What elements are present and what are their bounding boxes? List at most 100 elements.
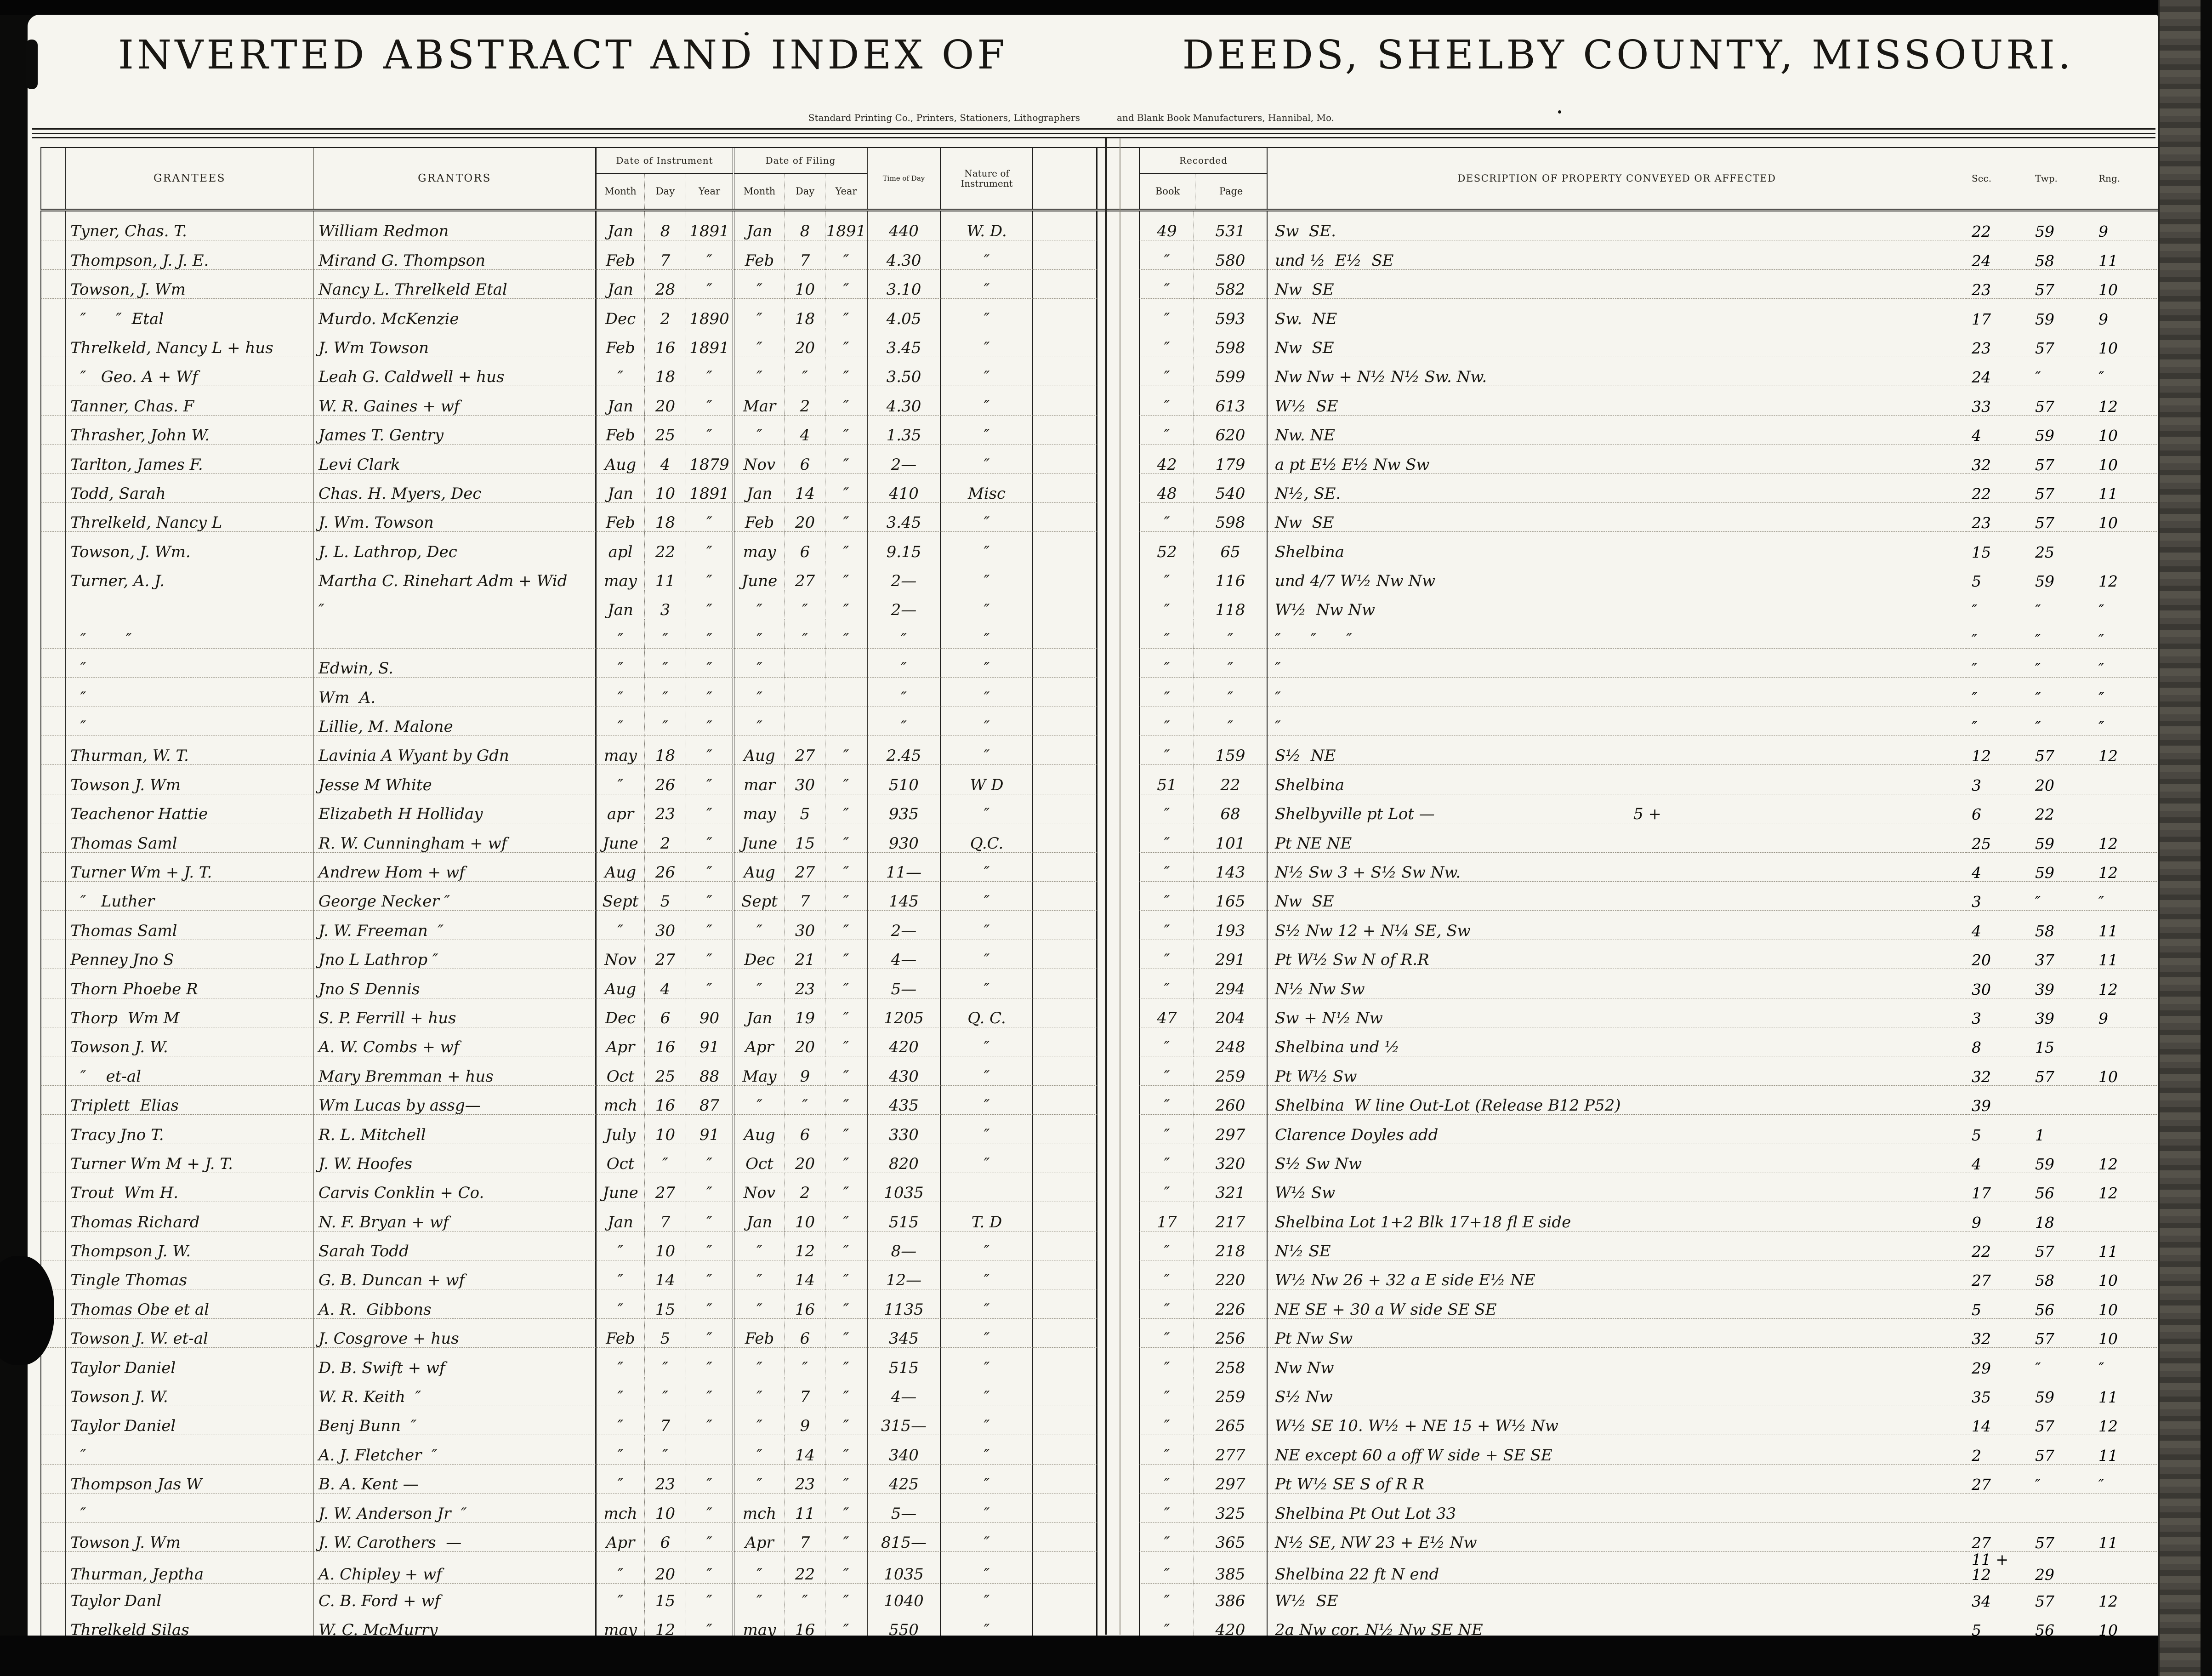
cell-iy: 1891 bbox=[686, 328, 734, 357]
cell-leftend bbox=[1033, 1289, 1097, 1319]
cell-twp: ″ bbox=[2035, 689, 2041, 707]
cell-time: ″ bbox=[868, 707, 941, 736]
cell-iy: 1891 bbox=[686, 473, 734, 503]
cell-im: Aug bbox=[597, 852, 645, 882]
cell-time: 1035 bbox=[868, 1173, 941, 1203]
cell-grantee bbox=[66, 590, 314, 620]
cell-idx bbox=[40, 1522, 66, 1552]
cell-gutter bbox=[1097, 1202, 1139, 1231]
cell-im: ″ bbox=[597, 1377, 645, 1407]
cell-time: 3.45 bbox=[868, 502, 941, 532]
ledger-row: ″ et-al Mary Bremman + hus Oct 25 88 May 9 ″ 430… bbox=[40, 1056, 2159, 1086]
cell-twp: 56 bbox=[2035, 1621, 2054, 1640]
cell-grantee: Thompson, J. J. E. bbox=[66, 240, 314, 270]
cell-time: ″ bbox=[868, 648, 941, 678]
cell-sec: 29 bbox=[1972, 1359, 1991, 1377]
cell-time: 420 bbox=[868, 1027, 941, 1057]
cell-fy: ″ bbox=[825, 619, 868, 649]
cell-leftend bbox=[1033, 1085, 1097, 1115]
cell-leftend bbox=[1033, 940, 1097, 969]
cell-sec-twp-rng: 27 58 10 bbox=[1966, 1260, 2159, 1290]
cell-gutter bbox=[1097, 386, 1139, 415]
cell-fd: 14 bbox=[785, 1435, 825, 1465]
cell-nature bbox=[941, 1173, 1033, 1203]
cell-id: 26 bbox=[645, 852, 686, 882]
cell-page: 420 bbox=[1194, 1610, 1268, 1640]
cell-desc: Pt Nw Sw bbox=[1268, 1319, 1966, 1348]
cell-grantor: J. L. Lathrop, Dec bbox=[314, 532, 597, 561]
cell-desc: und ½ E½ SE bbox=[1268, 240, 1966, 270]
cell-id: 6 bbox=[645, 998, 686, 1027]
cell-grantor: R. L. Mitchell bbox=[314, 1115, 597, 1144]
cell-iy: 90 bbox=[686, 998, 734, 1027]
cell-idx bbox=[40, 940, 66, 969]
cell-time: 11— bbox=[868, 852, 941, 882]
cell-nature: Q. C. bbox=[941, 998, 1033, 1027]
cell-nature: ″ bbox=[941, 1318, 1033, 1348]
cell-time: 2— bbox=[868, 911, 941, 940]
cell-sec: 33 bbox=[1972, 397, 1991, 416]
cell-fy: ″ bbox=[825, 1581, 868, 1610]
ledger-row: Tanner, Chas. F W. R. Gaines + wf Jan 20 ″ Ma… bbox=[40, 386, 2159, 416]
ledger-row: Trout Wm H. Carvis Conklin + Co. June 27 ″ No… bbox=[40, 1173, 2159, 1203]
cell-desc: W½ SE 10. W½ + NE 15 + W½ Nw bbox=[1268, 1406, 1966, 1436]
cell-page: 260 bbox=[1194, 1085, 1268, 1115]
cell-desc: N½ Sw 3 + S½ Sw Nw. bbox=[1268, 853, 1966, 882]
cell-iy: 87 bbox=[686, 1085, 734, 1115]
ledger-row: ″ J. W. Anderson Jr ″ mch 10 ″ mch 11 ″ 5— ″ ″ 325 S… bbox=[40, 1494, 2159, 1523]
cell-leftend bbox=[1033, 299, 1097, 328]
cell-iy: ″ bbox=[686, 765, 734, 794]
cell-grantor: R. W. Cunningham + wf bbox=[314, 823, 597, 853]
cell-fm: ″ bbox=[734, 590, 785, 620]
cell-leftend bbox=[1033, 1231, 1097, 1261]
cell-twp: 57 bbox=[2035, 485, 2054, 503]
cell-grantor: Carvis Conklin + Co. bbox=[314, 1173, 597, 1203]
cell-page: 165 bbox=[1194, 881, 1268, 911]
cell-grantor: A. W. Combs + wf bbox=[314, 1027, 597, 1057]
cell-idx bbox=[40, 794, 66, 824]
cell-fy: ″ bbox=[825, 1144, 868, 1173]
cell-rng: 12 bbox=[2098, 863, 2118, 882]
cell-im: ″ bbox=[597, 1464, 645, 1494]
page-titles: INVERTED ABSTRACT AND INDEX OF DEEDS, SH… bbox=[28, 32, 2158, 78]
cell-grantor: Murdo. McKenzie bbox=[314, 299, 597, 328]
cell-rng: 10 bbox=[2098, 456, 2118, 474]
cell-time: 3.10 bbox=[868, 269, 941, 299]
cell-book: 48 bbox=[1139, 473, 1194, 503]
cell-rng: 11 bbox=[2098, 1446, 2118, 1465]
cell-desc: ″ bbox=[1268, 678, 1966, 707]
cell-grantor: J. Wm. Towson bbox=[314, 502, 597, 532]
header-grantors: GRANTORS bbox=[314, 148, 597, 209]
header-date-of-filing: Date of Filing Month Day Year bbox=[734, 148, 868, 209]
cell-grantee: Thomas Richard bbox=[66, 1202, 314, 1231]
cell-gutter bbox=[1097, 328, 1139, 357]
cell-sec: 24 bbox=[1972, 368, 1991, 387]
cell-idx bbox=[40, 1027, 66, 1057]
cell-sec-twp-rng bbox=[1966, 1494, 2159, 1523]
cell-fm: may bbox=[734, 532, 785, 561]
cell-fm: may bbox=[734, 794, 785, 824]
cell-nature: W. D. bbox=[941, 211, 1033, 241]
cell-page: ″ bbox=[1194, 678, 1268, 707]
cell-book: ″ bbox=[1139, 299, 1194, 328]
cell-time: ″ bbox=[868, 678, 941, 707]
cell-sec-twp-rng: 4 59 12 bbox=[1966, 853, 2159, 882]
cell-page: 265 bbox=[1194, 1406, 1268, 1436]
ledger-row: Thorp Wm M S. P. Ferrill + hus Dec 6 90 Jan 19… bbox=[40, 998, 2159, 1027]
cell-iy: 1890 bbox=[686, 299, 734, 328]
cell-id: 16 bbox=[645, 328, 686, 357]
cell-sec: 27 bbox=[1972, 1271, 1991, 1290]
cell-desc: ″ bbox=[1268, 707, 1966, 736]
ledger-row: Penney Jno S Jno L Lathrop ″ Nov 27 ″ Dec 21 ″ 4… bbox=[40, 940, 2159, 969]
cell-sec-twp-rng: 15 25 bbox=[1966, 532, 2159, 561]
cell-gutter bbox=[1097, 1406, 1139, 1435]
cell-sec-twp-rng: 22 57 11 bbox=[1966, 1231, 2159, 1261]
cell-fm: may bbox=[734, 1610, 785, 1640]
cell-fm: ″ bbox=[734, 328, 785, 357]
cell-id: 6 bbox=[645, 1522, 686, 1552]
cell-twp: 56 bbox=[2035, 1300, 2054, 1319]
cell-idx bbox=[40, 357, 66, 387]
cell-id: ″ bbox=[645, 619, 686, 649]
cell-twp: 39 bbox=[2035, 980, 2054, 998]
cell-im: ″ bbox=[597, 707, 645, 736]
